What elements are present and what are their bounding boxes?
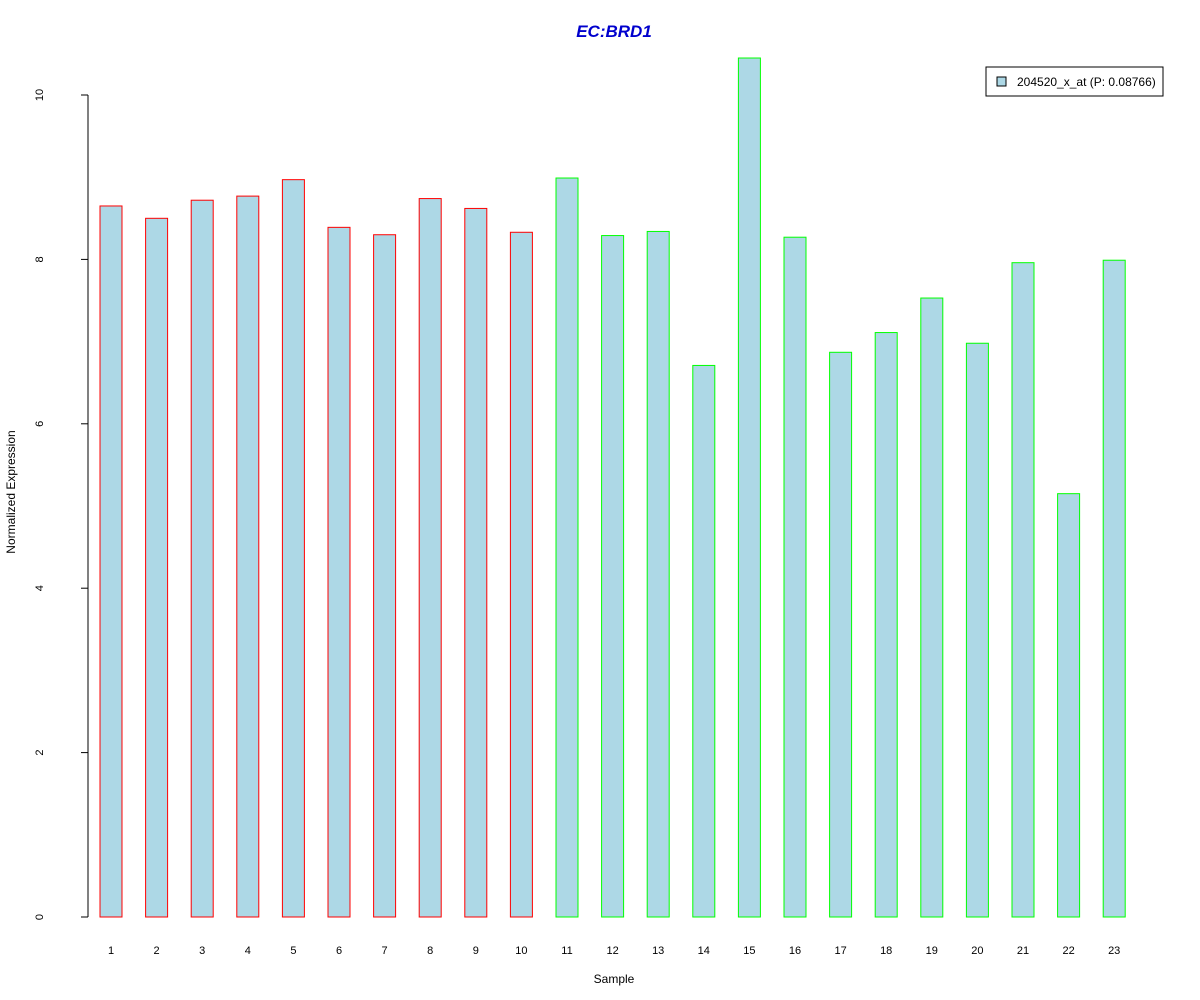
bar-sample-18 bbox=[874, 332, 898, 918]
x-tick-labels: 1 2 3 4 5 6 7 8 9 10 11 12 13 14 15 16 17 18 19 20 21 22 23 bbox=[108, 945, 1120, 957]
bar-sample-2 bbox=[145, 217, 169, 918]
bar-sample-20 bbox=[965, 342, 989, 918]
y-tick-label: 2 bbox=[34, 750, 46, 756]
legend-box bbox=[985, 66, 1164, 97]
x-tick-label: 14 bbox=[698, 945, 710, 957]
y-tick-label: 6 bbox=[34, 421, 46, 427]
x-tick-label: 3 bbox=[199, 945, 205, 957]
bar-sample-10 bbox=[509, 231, 533, 918]
x-tick-label: 19 bbox=[926, 945, 938, 957]
y-tick-label: 10 bbox=[34, 89, 46, 101]
bar-sample-21 bbox=[1011, 262, 1035, 918]
bar-sample-19 bbox=[920, 297, 944, 918]
y-tick-label: 4 bbox=[34, 585, 46, 591]
bar-sample-8 bbox=[418, 198, 442, 918]
bar-sample-9 bbox=[464, 207, 488, 918]
x-tick-label: 6 bbox=[336, 945, 342, 957]
y-tick-label: 0 bbox=[34, 914, 46, 920]
bar-sample-14 bbox=[692, 364, 716, 918]
bar-sample-3 bbox=[190, 199, 214, 918]
bar-sample-15 bbox=[737, 57, 761, 918]
legend-label: 204520_x_at (P: 0.08766) bbox=[1017, 75, 1156, 89]
x-tick-label: 20 bbox=[971, 945, 983, 957]
bars-group bbox=[99, 57, 1126, 918]
bar-sample-22 bbox=[1057, 493, 1081, 918]
x-tick-label: 8 bbox=[427, 945, 433, 957]
x-tick-label: 12 bbox=[606, 945, 618, 957]
x-tick-label: 1 bbox=[108, 945, 114, 957]
x-tick-label: 16 bbox=[789, 945, 801, 957]
x-tick-label: 17 bbox=[834, 945, 846, 957]
bar-sample-12 bbox=[601, 235, 625, 918]
bar-sample-1 bbox=[99, 205, 123, 918]
bar-sample-6 bbox=[327, 226, 351, 918]
bar-sample-17 bbox=[829, 351, 853, 918]
x-tick-label: 5 bbox=[290, 945, 296, 957]
x-tick-label: 21 bbox=[1017, 945, 1029, 957]
x-tick-label: 13 bbox=[652, 945, 664, 957]
y-axis: 0 2 4 6 8 10 bbox=[34, 89, 89, 920]
bar-sample-7 bbox=[373, 234, 397, 918]
bar-sample-13 bbox=[646, 230, 670, 918]
x-tick-label: 22 bbox=[1062, 945, 1074, 957]
x-tick-label: 15 bbox=[743, 945, 755, 957]
x-tick-label: 23 bbox=[1108, 945, 1120, 957]
legend: 204520_x_at (P: 0.08766) bbox=[985, 66, 1164, 97]
bar-sample-5 bbox=[281, 179, 305, 918]
x-tick-label: 18 bbox=[880, 945, 892, 957]
chart-title: EC:BRD1 bbox=[576, 22, 652, 41]
bar-sample-16 bbox=[783, 236, 807, 918]
x-axis-label: Sample bbox=[594, 972, 635, 986]
x-tick-label: 4 bbox=[245, 945, 251, 957]
x-tick-label: 10 bbox=[515, 945, 527, 957]
y-tick-label: 8 bbox=[34, 256, 46, 262]
x-tick-label: 11 bbox=[561, 945, 572, 957]
bar-sample-23 bbox=[1102, 259, 1126, 918]
x-tick-label: 2 bbox=[154, 945, 160, 957]
y-axis-label: Normalized Expression bbox=[4, 430, 18, 553]
legend-swatch bbox=[996, 76, 1007, 87]
bar-sample-11 bbox=[555, 177, 579, 918]
x-tick-label: 9 bbox=[473, 945, 479, 957]
x-tick-label: 7 bbox=[382, 945, 388, 957]
bar-sample-4 bbox=[236, 195, 260, 918]
